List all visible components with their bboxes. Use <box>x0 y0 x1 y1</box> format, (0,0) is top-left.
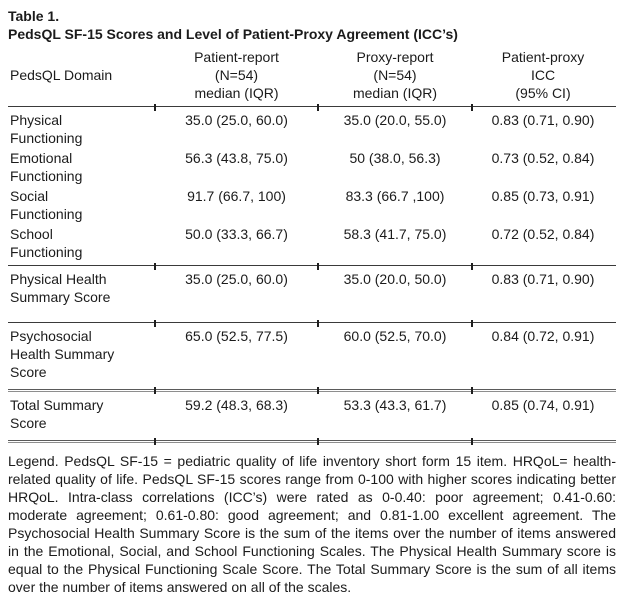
cell-patient: 65.0 (52.5, 77.5) <box>185 328 288 344</box>
cell-proxy: 60.0 (52.5, 70.0) <box>343 328 447 344</box>
cell-icc: 0.85 (0.73, 0.91) <box>491 188 595 204</box>
cell-proxy: 83.3 (66.7 ,100) <box>345 188 445 204</box>
cell-domain: Emotional Functioning <box>10 150 83 184</box>
rule-tick <box>471 438 473 445</box>
cell-proxy: 35.0 (20.0, 50.0) <box>343 271 447 287</box>
table-row: Total Summary Score 59.2 (48.3, 68.3) 53… <box>8 394 616 436</box>
cell-domain: School Functioning <box>10 226 83 260</box>
header-domain-label: PedsQL Domain <box>10 67 113 83</box>
header-rule <box>8 104 616 111</box>
cell-proxy: 50 (38.0, 56.3) <box>349 150 441 166</box>
cell-domain: Total Summary Score <box>10 397 104 431</box>
cell-patient: 50.0 (33.3, 66.7) <box>185 226 288 242</box>
rule-tick <box>317 104 319 111</box>
rule-tick <box>154 438 156 445</box>
section-rule <box>8 320 616 327</box>
rule-tick <box>317 320 319 327</box>
pedsql-table: PedsQL Domain Patient-report (N=54) medi… <box>8 48 616 445</box>
header-patient-line2: (N=54) <box>214 67 259 83</box>
rule-tick <box>317 263 319 270</box>
cell-icc: 0.84 (0.72, 0.91) <box>491 328 595 344</box>
table-row: Emotional Functioning 56.3 (43.8, 75.0) … <box>8 147 616 185</box>
cell-icc: 0.83 (0.71, 0.90) <box>491 112 595 128</box>
cell-proxy: 58.3 (41.7, 75.0) <box>343 226 447 242</box>
cell-proxy: 53.3 (43.3, 61.7) <box>343 397 447 413</box>
header-icc-line2: ICC <box>530 67 556 83</box>
table-row: Physical Functioning 35.0 (25.0, 60.0) 3… <box>8 109 616 147</box>
header-icc: Patient-proxy ICC (95% CI) <box>472 48 614 102</box>
cell-patient: 35.0 (25.0, 60.0) <box>185 112 288 128</box>
total-top-rule <box>8 387 616 394</box>
table-row: Psychosocial Health Summary Score 65.0 (… <box>8 325 616 385</box>
rule-tick <box>154 263 156 270</box>
rule-tick <box>154 387 156 394</box>
rule-tick <box>154 104 156 111</box>
header-patient-line1: Patient-report <box>194 49 279 65</box>
header-icc-line3: (95% CI) <box>515 85 571 101</box>
cell-domain: Social Functioning <box>10 188 83 222</box>
table-caption: PedsQL SF-15 Scores and Level of Patient… <box>8 26 458 42</box>
section-rule <box>8 263 616 270</box>
cell-patient: 35.0 (25.0, 60.0) <box>185 271 288 287</box>
table-number-label: Table 1. <box>8 8 60 24</box>
cell-domain: Physical Health Summary Score <box>10 271 111 305</box>
header-proxy-line3: median (IQR) <box>352 85 438 101</box>
table-row: School Functioning 50.0 (33.3, 66.7) 58.… <box>8 223 616 261</box>
table-legend: Legend. PedsQL SF-15 = pediatric quality… <box>8 453 616 595</box>
header-icc-line1: Patient-proxy <box>501 49 585 65</box>
rule-tick <box>154 320 156 327</box>
header-patient-report: Patient-report (N=54) median (IQR) <box>155 48 318 102</box>
header-proxy-line2: (N=54) <box>373 67 417 83</box>
header-proxy-line1: Proxy-report <box>356 49 434 65</box>
cell-icc: 0.73 (0.52, 0.84) <box>491 150 595 166</box>
header-domain: PedsQL Domain <box>8 48 155 102</box>
cell-icc: 0.85 (0.74, 0.91) <box>491 397 595 413</box>
table-header-row: PedsQL Domain Patient-report (N=54) medi… <box>8 48 616 102</box>
cell-domain: Psychosocial Health Summary Score <box>10 328 115 380</box>
rule-tick <box>471 104 473 111</box>
cell-patient: 59.2 (48.3, 68.3) <box>185 397 288 413</box>
cell-domain: Physical Functioning <box>10 112 83 146</box>
header-patient-line3: median (IQR) <box>194 85 279 101</box>
rule-tick <box>471 263 473 270</box>
table-row: Physical Health Summary Score 35.0 (25.0… <box>8 268 616 318</box>
table-bottom-rule <box>8 438 616 445</box>
cell-icc: 0.83 (0.71, 0.90) <box>491 271 595 287</box>
header-proxy-report: Proxy-report (N=54) median (IQR) <box>318 48 472 102</box>
cell-icc: 0.72 (0.52, 0.84) <box>491 226 595 242</box>
rule-tick <box>471 320 473 327</box>
cell-proxy: 35.0 (20.0, 55.0) <box>343 112 447 128</box>
table-row: Social Functioning 91.7 (66.7, 100) 83.3… <box>8 185 616 223</box>
cell-patient: 91.7 (66.7, 100) <box>187 188 286 204</box>
rule-tick <box>471 387 473 394</box>
rule-tick <box>317 438 319 445</box>
cell-patient: 56.3 (43.8, 75.0) <box>185 150 288 166</box>
rule-tick <box>317 387 319 394</box>
